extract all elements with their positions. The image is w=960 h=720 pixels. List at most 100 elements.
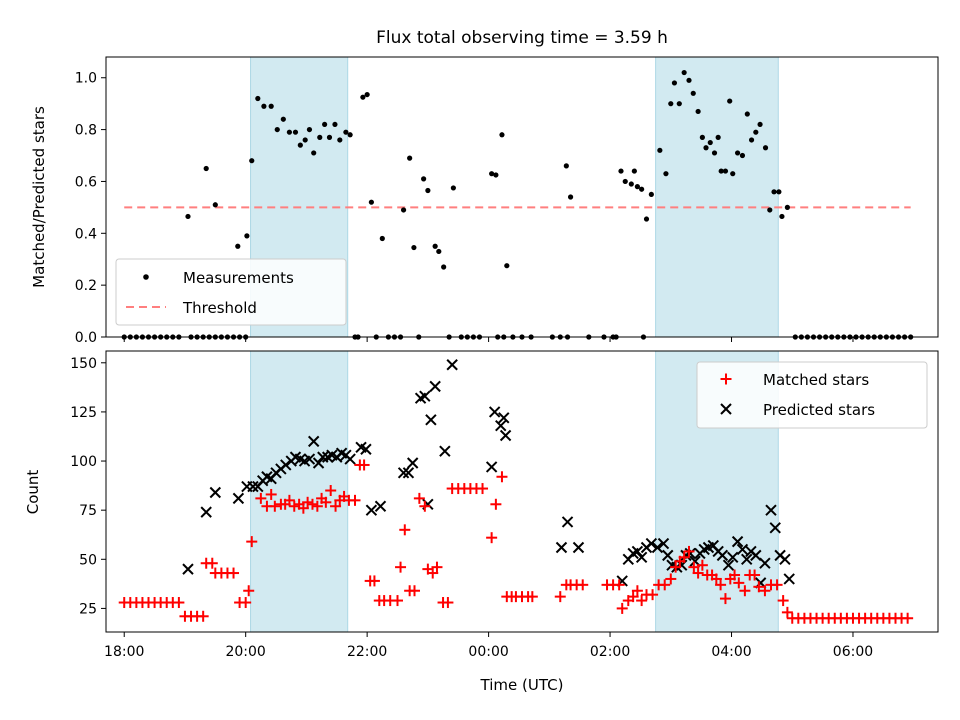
- matched-star-point: [330, 500, 342, 512]
- predicted-star-point: [499, 429, 512, 442]
- measurement-point: [280, 116, 286, 122]
- measurement-point: [776, 189, 782, 195]
- measurement-point: [489, 171, 495, 177]
- measurement-point: [432, 243, 438, 249]
- matched-star-point: [243, 585, 255, 597]
- measurement-point: [668, 101, 674, 107]
- matched-star-point: [228, 567, 240, 579]
- predicted-star-point: [572, 541, 585, 554]
- measurement-point: [212, 202, 218, 208]
- predicted-star-point: [209, 486, 222, 499]
- top-y-tick-label: 1.0: [75, 71, 97, 87]
- measurement-point: [425, 187, 431, 194]
- matched-star-point: [749, 569, 761, 581]
- predicted-star-point: [232, 492, 245, 505]
- measurement-point: [744, 111, 750, 117]
- predicted-star-point: [779, 553, 791, 566]
- predicted-star-point: [280, 459, 292, 471]
- predicted-star-point: [317, 451, 329, 463]
- predicted-star-point: [439, 445, 451, 457]
- measurement-point: [499, 132, 505, 138]
- measurement-point: [771, 189, 777, 195]
- top-y-axis-label: Matched/Predicted stars: [30, 106, 48, 288]
- predicted-star-point: [485, 461, 498, 473]
- measurement-point: [753, 129, 759, 135]
- bottom-y-axis-label: Count: [24, 470, 42, 515]
- matched-star-point: [306, 498, 318, 510]
- measurement-point: [436, 248, 442, 255]
- measurement-point: [255, 95, 261, 102]
- measurement-point: [286, 129, 293, 135]
- legend-matched-label: Matched stars: [763, 371, 869, 389]
- top-y-tick-label: 0.2: [75, 278, 97, 294]
- measurement-point: [421, 176, 427, 182]
- matched-star-point: [240, 597, 252, 609]
- measurement-point: [297, 142, 303, 148]
- matched-star-point: [486, 532, 498, 544]
- predicted-star-point: [727, 551, 739, 564]
- measurement-point: [730, 171, 736, 177]
- predicted-star-point: [736, 543, 749, 556]
- measurement-point: [268, 103, 274, 109]
- matched-star-point: [297, 502, 309, 514]
- legend-threshold-label: Threshold: [182, 299, 257, 317]
- matched-star-point: [627, 591, 639, 603]
- top-panel: 0.0 0.2 0.4 0.6 0.8 1.0 Matched/Predicted sta…: [30, 56, 939, 346]
- x-tick-label: 20:00: [225, 644, 265, 660]
- legend-measurements-marker: [143, 274, 149, 280]
- matched-star-point: [206, 557, 218, 569]
- measurement-point: [302, 137, 308, 143]
- matched-star-point: [311, 500, 323, 512]
- predicted-star-point: [495, 419, 507, 432]
- matched-star-point: [431, 561, 443, 573]
- measurement-point: [639, 186, 645, 192]
- predicted-star-point: [759, 557, 771, 569]
- measurement-point: [634, 184, 640, 190]
- matched-star-point: [659, 579, 671, 591]
- predicted-star-point: [561, 516, 574, 528]
- matched-star-point: [269, 500, 281, 512]
- matched-star-point: [777, 595, 789, 607]
- predicted-star-point: [374, 500, 387, 512]
- bottom-y-tick-label: 125: [70, 405, 97, 421]
- x-tick-label: 02:00: [590, 644, 630, 660]
- matched-star-point: [683, 545, 695, 557]
- matched-star-point: [759, 585, 771, 597]
- predicted-star-point: [446, 359, 458, 371]
- predicted-star-point: [406, 457, 419, 469]
- predicted-star-point: [419, 390, 431, 402]
- matched-star-point: [197, 610, 209, 622]
- predicted-star-point: [631, 545, 644, 558]
- predicted-star-point: [740, 553, 753, 566]
- legend-matched-marker: [720, 373, 732, 385]
- predicted-star-point: [182, 563, 194, 575]
- measurement-point: [563, 163, 569, 169]
- predicted-star-point: [429, 380, 441, 393]
- predicted-star-point: [769, 522, 781, 534]
- top-y-tick-label: 0.4: [75, 226, 97, 242]
- measurement-point: [663, 171, 669, 177]
- matched-star-point: [631, 585, 643, 597]
- measurement-point: [767, 207, 773, 213]
- matched-star-point: [902, 612, 914, 624]
- predicted-star-point: [651, 541, 664, 554]
- matched-star-point: [442, 597, 454, 609]
- matched-star-point: [490, 498, 502, 510]
- predicted-star-point: [555, 541, 568, 554]
- matched-star-point: [577, 579, 589, 591]
- matched-star-point: [526, 591, 538, 603]
- measurement-point: [292, 129, 299, 135]
- shaded-interval: [655, 56, 779, 338]
- measurement-point: [493, 172, 499, 178]
- predicted-star-point: [765, 504, 777, 516]
- top-legend-box: [115, 258, 347, 326]
- predicted-star-point: [425, 414, 437, 426]
- matched-star-point: [616, 602, 628, 614]
- legend-measurements-label: Measurements: [183, 269, 294, 287]
- predicted-star-point: [750, 549, 762, 562]
- measurement-point: [235, 243, 241, 249]
- measurement-point: [695, 108, 701, 115]
- measurement-point: [739, 152, 746, 159]
- measurement-point: [400, 207, 407, 213]
